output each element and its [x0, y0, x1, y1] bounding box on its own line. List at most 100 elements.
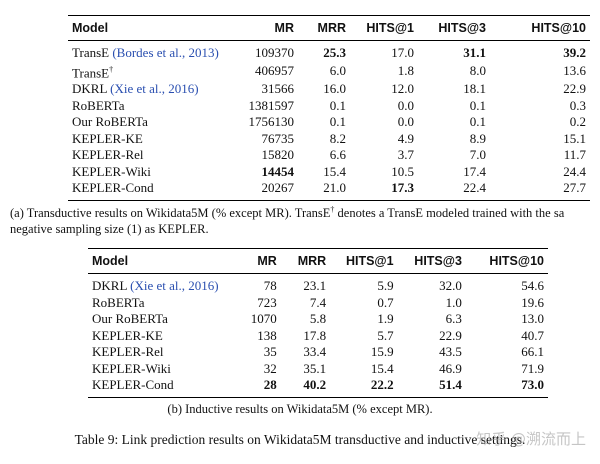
value-cell: 20267	[261, 180, 295, 196]
model-cell: TransE†	[68, 62, 238, 82]
value-cell: 13.0	[521, 311, 544, 326]
value-cell: 109370	[255, 45, 294, 60]
table-row: KEPLER-KE 76735 8.2 4.9 8.9 15.1	[68, 131, 590, 148]
header-row: Model MR MRR HITS@1 HITS@3 HITS@10	[68, 15, 590, 41]
table-row: RoBERTa 1381597 0.1 0.0 0.1 0.3	[68, 98, 590, 115]
value-cell: 43.5	[439, 344, 462, 359]
model-cell: Our RoBERTa	[68, 114, 238, 131]
value-cell: 17.8	[303, 327, 327, 343]
value-cell: 24.4	[563, 163, 586, 179]
value-cell: 71.9	[521, 360, 544, 376]
value-cell: 14454	[261, 163, 295, 179]
model-name: KEPLER-Wiki	[72, 163, 151, 179]
value-cell: 5.7	[377, 327, 394, 343]
table-row: KEPLER-Cond 20267 21.0 17.3 22.4 27.7	[68, 180, 590, 201]
value-cell: 54.6	[521, 278, 544, 293]
column-header: HITS@10	[531, 20, 586, 35]
model-cell: KEPLER-Cond	[88, 377, 247, 397]
column-header: MRR	[297, 253, 327, 268]
value-cell: 0.1	[329, 97, 346, 113]
value-cell: 3.7	[397, 147, 414, 163]
table-inductive: Model MR MRR HITS@1 HITS@3 HITS@10 DKRL (Xie e…	[88, 248, 548, 398]
value-cell: 5.8	[309, 311, 327, 326]
model-cell: KEPLER-KE	[88, 328, 247, 345]
model-cell: DKRL (Xie et al., 2016)	[88, 274, 247, 295]
column-header: MR	[274, 20, 294, 35]
model-cell: KEPLER-Wiki	[68, 164, 238, 181]
value-cell: 27.7	[563, 180, 586, 196]
caption-a-line1: (a) Transductive results on Wikidata5M (…	[10, 205, 564, 221]
value-cell: 15820	[261, 147, 295, 163]
column-header: Model	[72, 20, 109, 35]
value-cell: 17.4	[463, 163, 486, 179]
caption-b: (b) Inductive results on Wikidata5M (% e…	[167, 402, 433, 416]
model-name: KEPLER-Wiki	[92, 360, 171, 376]
value-cell: 66.1	[521, 344, 544, 359]
value-cell: 7.4	[309, 294, 327, 310]
value-cell: 18.1	[463, 81, 486, 97]
value-cell: 32	[263, 360, 277, 376]
model-name: Our RoBERTa	[92, 311, 168, 326]
value-cell: 46.9	[439, 360, 462, 376]
model-name: KEPLER-KE	[72, 130, 143, 146]
value-cell: 406957	[255, 63, 294, 79]
value-cell: 1.8	[397, 63, 414, 79]
value-cell: 8.0	[469, 63, 486, 79]
table-row: KEPLER-Wiki 32 35.1 15.4 46.9 71.9	[88, 361, 548, 378]
model-name: DKRL	[92, 278, 127, 293]
table-row: KEPLER-Cond 28 40.2 22.2 51.4 73.0	[88, 377, 548, 397]
model-cell: KEPLER-Wiki	[88, 361, 247, 378]
model-name: TransE	[72, 64, 110, 80]
model-name: KEPLER-Cond	[72, 180, 154, 196]
value-cell: 1.9	[377, 311, 394, 326]
value-cell: 15.9	[370, 344, 394, 359]
value-cell: 6.0	[329, 63, 346, 79]
table-row: RoBERTa 723 7.4 0.7 1.0 19.6	[88, 295, 548, 312]
value-cell: 17.3	[391, 180, 414, 196]
value-cell: 13.6	[563, 63, 586, 79]
table-row: DKRL (Xie et al., 2016) 78 23.1 5.9 32.0 54.6	[88, 274, 548, 295]
table-row: Our RoBERTa 1756130 0.1 0.0 0.1 0.2	[68, 114, 590, 131]
value-cell: 51.4	[439, 377, 462, 392]
model-cell: Our RoBERTa	[88, 311, 247, 328]
value-cell: 1070	[250, 311, 277, 326]
value-cell: 0.0	[397, 114, 414, 130]
model-cell: KEPLER-Cond	[68, 180, 238, 200]
model-cell: TransE (Bordes et al., 2013)	[68, 41, 238, 62]
value-cell: 22.9	[563, 81, 586, 97]
table-row: KEPLER-KE 138 17.8 5.7 22.9 40.7	[88, 328, 548, 345]
table-row: KEPLER-Rel 15820 6.6 3.7 7.0 11.7	[68, 147, 590, 164]
value-cell: 10.5	[391, 163, 414, 179]
watermark: 知乎 @溯流而上	[476, 430, 586, 448]
value-cell: 6.3	[445, 311, 462, 326]
value-cell: 0.1	[329, 114, 346, 130]
column-header: HITS@10	[489, 253, 544, 268]
text: (a) Transductive results on Wikidata5M (…	[10, 206, 331, 221]
model-cell: RoBERTa	[68, 98, 238, 115]
value-cell: 19.6	[521, 294, 544, 310]
table-row: KEPLER-Wiki 14454 15.4 10.5 17.4 24.4	[68, 164, 590, 181]
value-cell: 11.7	[563, 147, 586, 163]
value-cell: 0.7	[377, 294, 394, 310]
header-row: Model MR MRR HITS@1 HITS@3 HITS@10	[88, 248, 548, 274]
column-header: MR	[257, 253, 277, 268]
value-cell: 22.9	[439, 327, 462, 343]
value-cell: 5.9	[377, 278, 394, 293]
table-row: TransE (Bordes et al., 2013) 109370 25.3 17…	[68, 41, 590, 62]
dagger: †	[109, 64, 114, 74]
value-cell: 33.4	[303, 344, 327, 359]
citation: (Xie et al., 2016)	[130, 278, 219, 293]
value-cell: 0.1	[469, 114, 486, 130]
value-cell: 15.4	[323, 163, 346, 179]
value-cell: 12.0	[391, 81, 414, 97]
value-cell: 0.3	[569, 97, 586, 113]
citation: (Xie et al., 2016)	[110, 81, 199, 97]
model-cell: DKRL (Xie et al., 2016)	[68, 81, 238, 98]
model-name: RoBERTa	[92, 294, 145, 310]
value-cell: 0.2	[569, 114, 586, 130]
value-cell: 40.2	[303, 377, 327, 392]
model-name: RoBERTa	[72, 97, 125, 113]
value-cell: 1.0	[445, 294, 462, 310]
model-cell: RoBERTa	[88, 295, 247, 312]
model-name: KEPLER-Rel	[92, 344, 164, 359]
